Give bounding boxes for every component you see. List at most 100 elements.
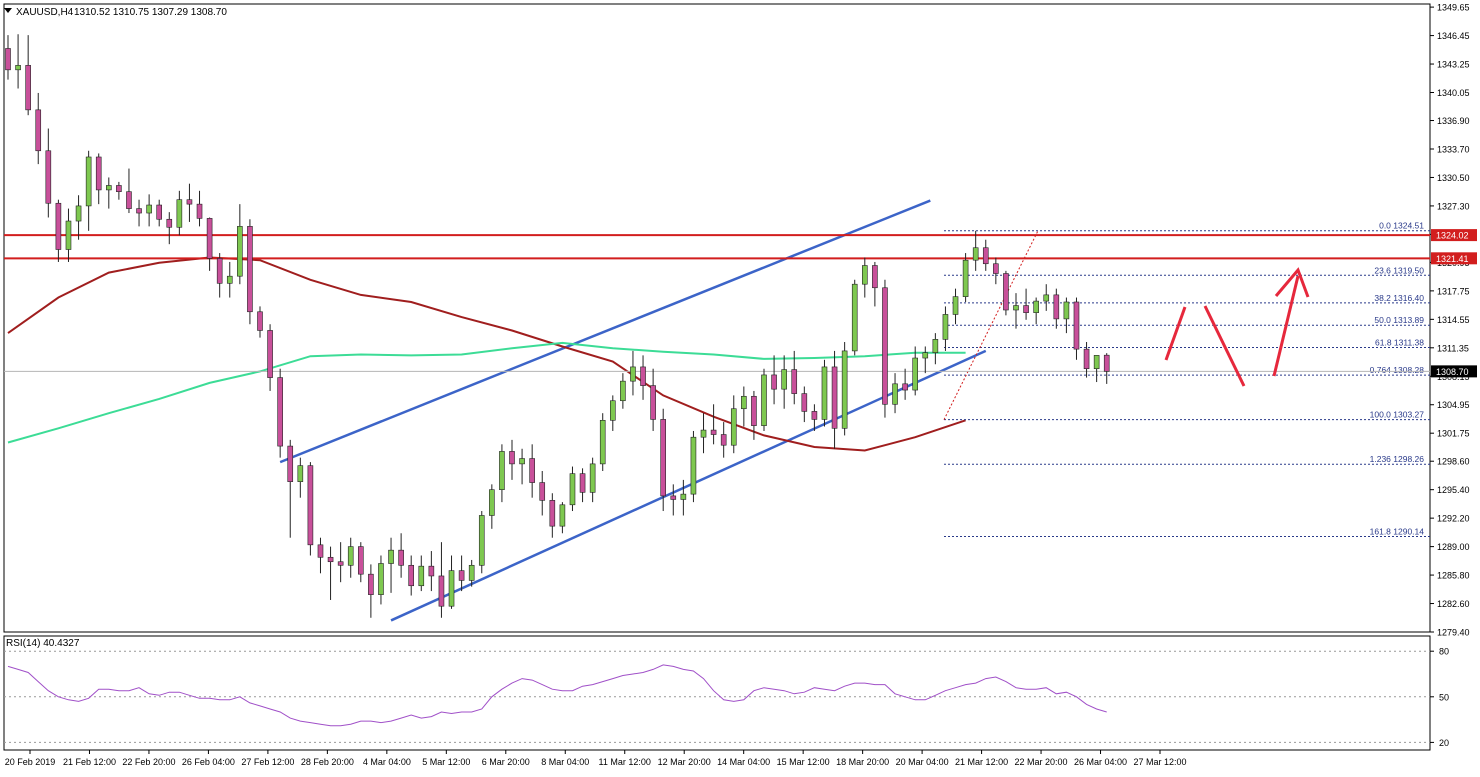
candle-body [388,549,394,564]
candle-body [730,408,737,446]
candle-body [176,199,183,228]
candle-body [347,546,354,566]
candle-body [1103,354,1110,372]
candle-body [942,314,949,340]
candle-body [630,366,636,382]
candle-body [196,203,203,219]
price-tick-label: 1295.40 [1437,485,1470,495]
candle-body [418,565,425,587]
candle-body [982,247,989,265]
candle-body [1043,294,1050,302]
fib-anchor-line [943,230,1039,420]
candle-body [690,436,697,495]
candle-body [307,465,314,546]
candle-body [650,385,656,420]
time-tick-label: 27 Feb 12:00 [241,757,294,767]
candle-body [902,383,908,391]
price-tick-label: 1314.55 [1437,315,1470,325]
forecast-arrow-icon [1274,267,1310,298]
price-tick-label: 1343.25 [1437,60,1470,70]
time-axis: 20 Feb 2019 21 Feb 12:00 22 Feb 20:00 26 Fe… [5,750,1187,767]
price-tick-label: 1304.95 [1437,400,1470,410]
candle-body [529,458,535,483]
candle-body [438,575,445,607]
fib-label: 38.2 1316.40 [1374,293,1424,303]
candle-body [499,451,505,490]
candle-body [237,226,243,277]
time-tick-label: 11 Mar 12:00 [599,757,651,767]
candle-body [55,202,62,250]
time-tick-label: 26 Mar 04:00 [1074,757,1127,767]
candle-body [993,263,999,274]
ohlc-label: 1310.52 1310.75 1307.29 1308.70 [74,7,227,18]
channel-upper-line [279,199,931,464]
rsi-frame [3,635,1431,751]
candle-body [549,500,556,527]
fib-label: 1.236 1298.26 [1370,454,1425,464]
time-tick-label: 22 Feb 20:00 [122,757,175,767]
time-tick-label: 5 Mar 12:00 [422,757,470,767]
candle-body [247,226,253,313]
price-tick-label: 1289.00 [1437,542,1470,552]
candle-body [539,482,546,501]
candle-body [1033,300,1039,313]
candle-body [277,377,283,447]
time-tick-label: 21 Mar 12:00 [955,757,1008,767]
candle-body [791,369,798,394]
symbol-label: XAUUSD,H4 [16,7,74,18]
candle-body [620,380,626,402]
candle-body [156,204,162,220]
candle-body [1073,301,1080,350]
forecast-drop-line [1203,305,1246,387]
candle-body [357,546,364,575]
candle-body [660,419,667,497]
fib-label: 50.0 1313.89 [1374,315,1424,325]
candle-body [882,287,888,405]
candle-body [1083,348,1090,370]
rsi-tick-label: 80 [1439,647,1449,657]
candle-body [1063,301,1070,320]
main-frame [3,3,1431,633]
candle-body [720,434,727,446]
candle-body [448,570,455,607]
candle-body [1023,305,1029,313]
candle-body [761,374,767,426]
candle-body [85,156,92,207]
candle-body [519,458,525,465]
price-tick-label: 1330.50 [1437,173,1470,183]
price-tick-label: 1292.20 [1437,514,1470,524]
candle-body [317,544,324,558]
main-pane: 1349.65 1346.45 1343.25 1340.05 1336.90 1333.… [3,3,1477,638]
candle-body [609,400,616,421]
candle-body [126,191,132,209]
candle-body [952,296,959,315]
candle-body [408,564,415,587]
fib-label: 161.8 1290.14 [1370,526,1425,536]
candle-body [821,366,828,420]
time-tick-label: 8 Mar 04:00 [541,757,589,767]
candle-body [872,265,878,289]
time-tick-label: 18 Mar 20:00 [836,757,889,767]
candle-body [75,205,82,222]
candle-body [1003,273,1009,311]
time-tick-label: 28 Feb 20:00 [301,757,354,767]
candle-body [267,330,273,378]
candle-body [892,383,898,405]
price-tick-label: 1346.45 [1437,31,1470,41]
candle-body [1093,355,1100,370]
price-tick-label: 1349.65 [1437,3,1470,13]
moving-average-1 [7,256,966,452]
candle-body [25,65,31,111]
collapse-icon[interactable] [4,8,12,13]
candle-body [398,549,404,566]
candle-body [569,473,576,506]
resistance-label: 1324.02 [1436,231,1469,241]
candle-body [257,311,263,331]
candle-body [206,218,213,259]
candle-body [428,565,435,577]
candle-body [287,445,294,482]
time-tick-label: 4 Mar 04:00 [363,757,411,767]
time-tick-label: 14 Mar 04:00 [717,757,770,767]
